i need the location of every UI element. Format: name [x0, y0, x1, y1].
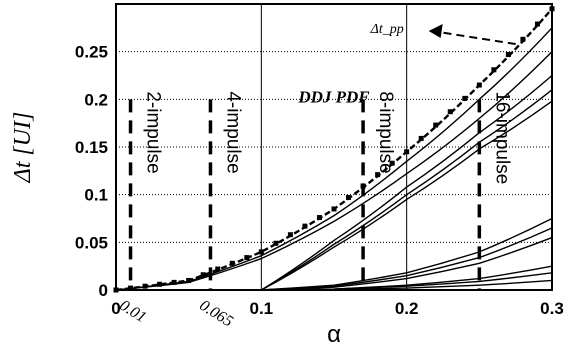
- data-point-marker: [505, 52, 511, 58]
- x-tick-label: 0: [111, 299, 120, 318]
- series-curve: [115, 51, 553, 291]
- data-point-marker: [171, 279, 177, 285]
- series-curve: [260, 74, 553, 291]
- series-curve: [115, 27, 553, 291]
- x-tick-label: 0.1: [250, 299, 274, 318]
- plot-frame: [115, 3, 553, 291]
- y-tick-label: 0.2: [84, 90, 108, 109]
- data-point-marker: [534, 21, 540, 27]
- series-curve: [261, 100, 553, 291]
- annotation-label: Δt_pp: [370, 22, 404, 37]
- data-point-marker: [200, 272, 206, 278]
- data-point-marker: [331, 206, 337, 212]
- data-point-marker: [229, 260, 235, 266]
- x-extra-tick-label: 0.01: [116, 297, 149, 326]
- data-point-marker: [520, 36, 526, 42]
- region-label: 4-impulse: [222, 91, 243, 173]
- region-label: 16-impulse: [491, 91, 512, 184]
- data-point-marker: [302, 223, 308, 229]
- y-tick-label: 0.1: [84, 186, 108, 205]
- x-axis-label: α: [327, 321, 341, 348]
- x-tick-label: 0.2: [395, 299, 419, 318]
- data-point-marker: [244, 255, 250, 261]
- data-point-marker: [476, 82, 482, 88]
- data-point-marker: [316, 215, 322, 221]
- series-curve: [261, 236, 553, 291]
- data-point-marker: [462, 95, 468, 101]
- y-tick-label: 0.05: [75, 233, 108, 252]
- vertical-markers: 2-impulse 4-impulse 8-impulse 16-impulse: [128, 91, 512, 290]
- series-curves: [113, 6, 555, 293]
- data-point-marker: [273, 240, 279, 246]
- data-point-marker: [346, 195, 352, 201]
- chart-title: DDJ PDF: [297, 87, 370, 106]
- x-tick-label: 0.3: [540, 299, 564, 318]
- data-point-marker: [215, 266, 221, 272]
- annotation-arrow-line: [438, 31, 516, 46]
- data-point-marker: [447, 109, 453, 115]
- annotation-arrowhead: [428, 24, 443, 39]
- y-tick-label: 0: [99, 281, 108, 300]
- y-tick-label: 0.25: [75, 43, 108, 62]
- data-point-marker: [157, 281, 163, 287]
- data-point-marker: [375, 172, 381, 178]
- delta-tpp-annotation: Δt_pp: [370, 22, 516, 46]
- series-curve: [260, 89, 553, 291]
- x-extra-tick-label: 0.065: [196, 297, 236, 330]
- data-point-marker: [186, 277, 192, 283]
- data-point-marker: [418, 135, 424, 141]
- region-label: 2-impulse: [143, 91, 164, 173]
- data-point-marker: [258, 249, 264, 255]
- data-point-marker: [287, 232, 293, 238]
- y-tick-label: 0.15: [75, 138, 108, 157]
- y-axis-label: Δt [UI]: [10, 112, 36, 184]
- data-point-marker: [404, 149, 410, 155]
- data-point-marker: [433, 122, 439, 128]
- data-point-marker: [491, 67, 497, 73]
- data-point-marker: [389, 160, 395, 166]
- region-label: 8-impulse: [375, 91, 396, 173]
